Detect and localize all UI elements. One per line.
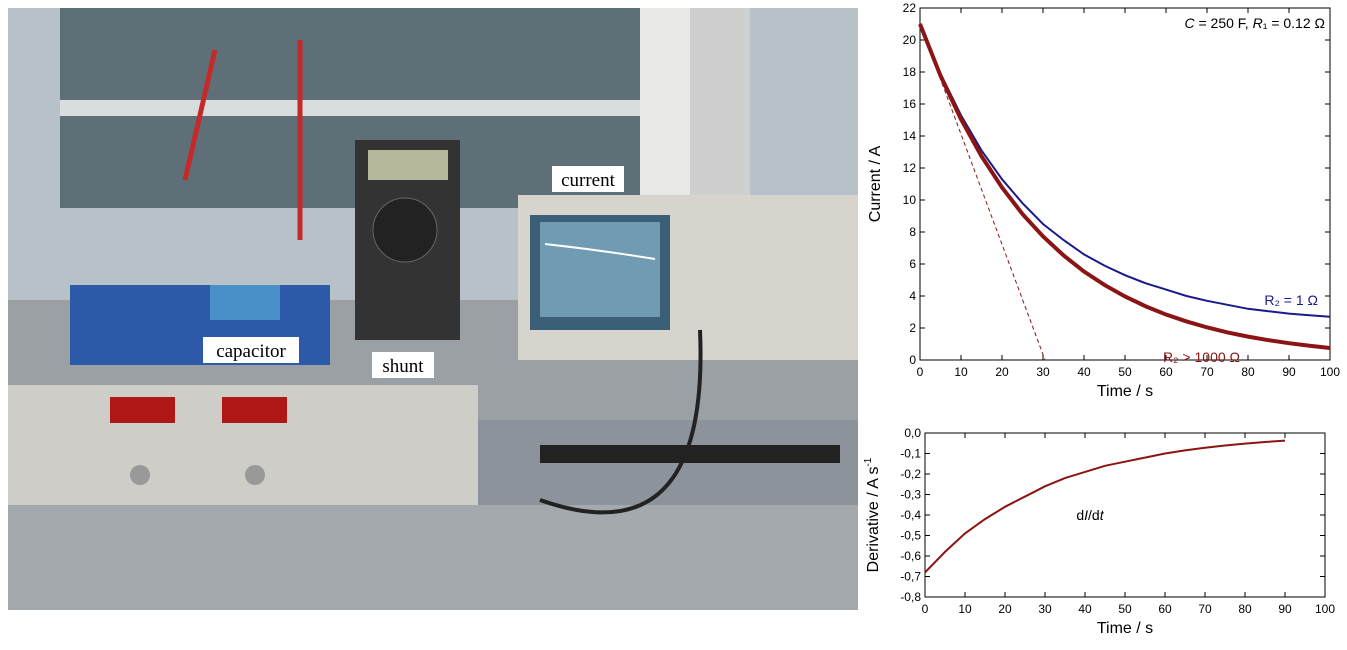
y-tick-label: 20 <box>903 33 917 47</box>
x-tick-label: 0 <box>917 365 924 379</box>
x-tick-label: 40 <box>1077 365 1091 379</box>
x-tick-label: 20 <box>998 602 1012 616</box>
y-tick-label: -0,2 <box>900 467 921 481</box>
y-tick-label: -0,6 <box>900 549 921 563</box>
annotation-part: d <box>1076 507 1084 523</box>
y-axis-label-part: -1 <box>863 457 874 466</box>
x-tick-label: 80 <box>1238 602 1252 616</box>
y-tick-label: 16 <box>903 97 917 111</box>
x-tick-label: 90 <box>1278 602 1292 616</box>
series-line <box>919 23 1331 318</box>
x-tick-label: 10 <box>954 365 968 379</box>
y-axis-label: Derivative / A s-1 <box>863 457 882 572</box>
annotation: C = 250 F, R₁ = 0.12 Ω <box>1184 15 1325 31</box>
x-tick-label: 90 <box>1282 365 1296 379</box>
x-tick-label: 0 <box>922 602 929 616</box>
annotation-part: C <box>1184 15 1195 31</box>
photo-label: capacitor <box>216 341 286 362</box>
x-tick-label: 10 <box>958 602 972 616</box>
y-tick-label: 12 <box>903 161 917 175</box>
y-tick-label: 4 <box>909 289 916 303</box>
x-tick-label: 70 <box>1200 365 1214 379</box>
y-tick-label: 22 <box>903 1 917 15</box>
x-tick-label: 60 <box>1158 602 1172 616</box>
y-axis-label-part: Derivative / A s <box>865 467 882 573</box>
series-line <box>918 23 1331 350</box>
series-label: R₂ > 1000 Ω <box>1163 349 1240 365</box>
y-tick-label: -0,5 <box>900 529 921 543</box>
x-tick-label: 100 <box>1320 365 1340 379</box>
x-tick-label: 50 <box>1118 365 1132 379</box>
x-tick-label: 70 <box>1198 602 1212 616</box>
annotation-part: = 250 F, <box>1195 15 1253 31</box>
y-tick-label: -0,7 <box>900 570 921 584</box>
y-tick-label: 10 <box>903 193 917 207</box>
x-tick-label: 40 <box>1078 602 1092 616</box>
x-axis-label: Time / s <box>1097 620 1153 637</box>
annotation-part: /d <box>1088 507 1100 523</box>
y-tick-label: 6 <box>909 257 916 271</box>
y-tick-label: 0 <box>909 353 916 367</box>
photo-label: shunt <box>382 356 424 377</box>
series-line <box>924 439 1286 574</box>
y-tick-label: 18 <box>903 65 917 79</box>
annotation-part: R <box>1253 15 1263 31</box>
x-axis-label: Time / s <box>1097 383 1153 400</box>
y-tick-label: -0,4 <box>900 508 921 522</box>
x-tick-label: 60 <box>1159 365 1173 379</box>
y-tick-label: -0,1 <box>900 447 921 461</box>
x-tick-label: 50 <box>1118 602 1132 616</box>
x-tick-label: 100 <box>1315 602 1335 616</box>
y-tick-label: -0,3 <box>900 488 921 502</box>
x-tick-label: 30 <box>1036 365 1050 379</box>
annotation-part: t <box>1100 507 1105 523</box>
annotation: dI/dt <box>1076 507 1104 523</box>
annotation-part: ₁ = 0.12 Ω <box>1263 15 1325 31</box>
photo-label: current <box>561 170 616 191</box>
y-tick-label: 14 <box>903 129 917 143</box>
y-tick-label: 0,0 <box>904 426 921 440</box>
photo: capacitor shunt current <box>8 8 858 610</box>
x-tick-label: 20 <box>995 365 1009 379</box>
x-tick-label: 80 <box>1241 365 1255 379</box>
y-tick-label: -0,8 <box>900 590 921 604</box>
y-axis-label: Current / A <box>867 145 884 222</box>
x-tick-label: 30 <box>1038 602 1052 616</box>
y-tick-label: 8 <box>909 225 916 239</box>
annotation-part: I <box>1084 507 1088 523</box>
y-tick-label: 2 <box>909 321 916 335</box>
plot-frame <box>924 432 1326 598</box>
series-label: R₂ = 1 Ω <box>1264 292 1318 308</box>
